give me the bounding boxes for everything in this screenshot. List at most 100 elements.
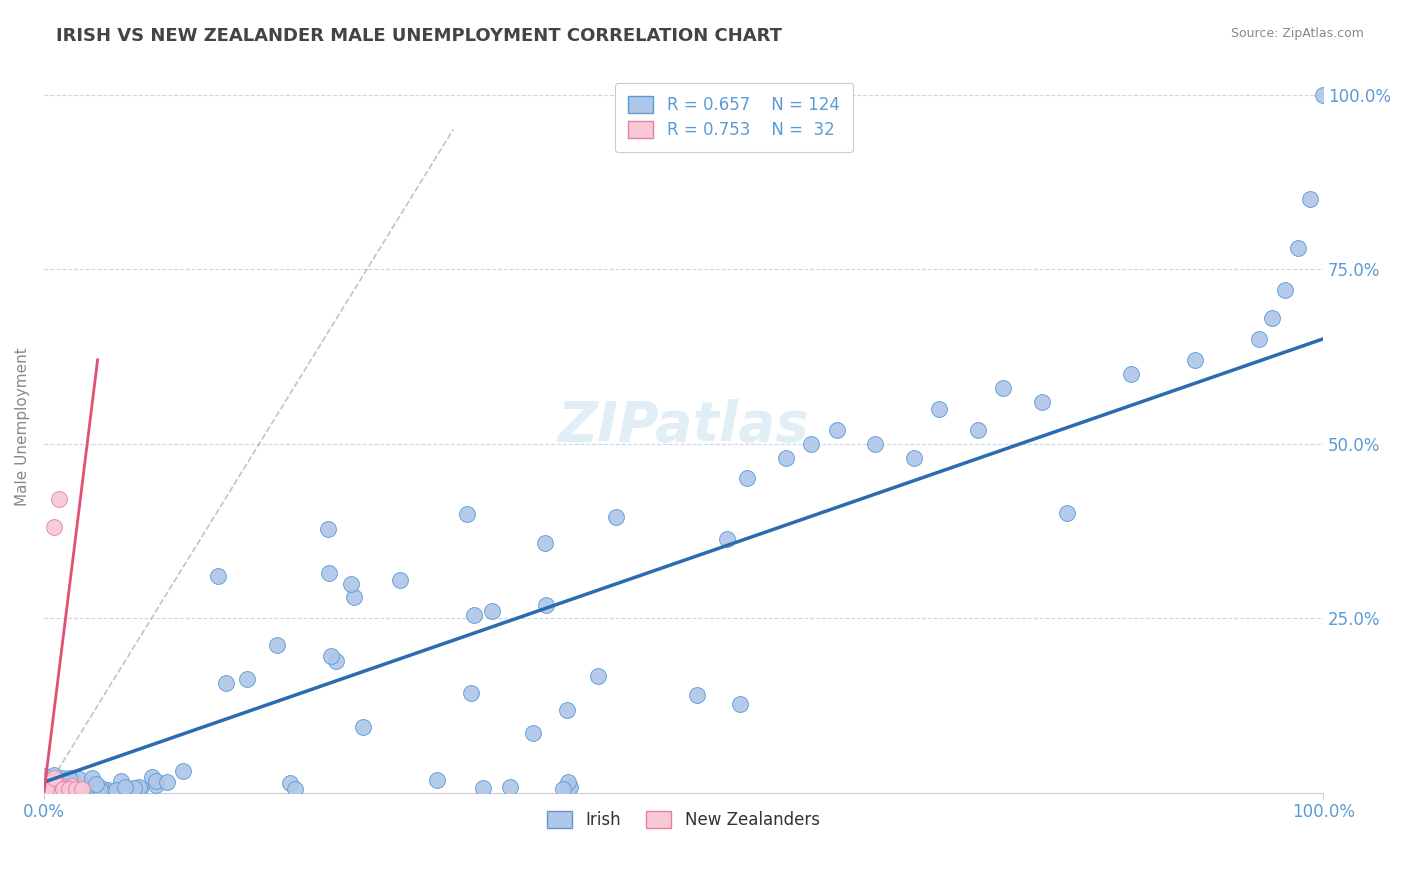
- Point: [1031, 394, 1053, 409]
- Point: [34, 781, 56, 796]
- Point: [67, 772, 90, 786]
- Point: [471, 781, 494, 796]
- Point: [605, 510, 627, 524]
- Point: [55, 782, 77, 797]
- Point: [44, 780, 66, 795]
- Point: [928, 401, 950, 416]
- Point: [65, 782, 87, 797]
- Text: IRISH VS NEW ZEALANDER MALE UNEMPLOYMENT CORRELATION CHART: IRISH VS NEW ZEALANDER MALE UNEMPLOYMENT…: [56, 27, 782, 45]
- Point: [266, 638, 288, 652]
- Point: [156, 775, 179, 789]
- Point: [45, 776, 67, 790]
- Point: [463, 608, 485, 623]
- Point: [129, 782, 152, 797]
- Point: [553, 782, 575, 797]
- Point: [35, 783, 58, 797]
- Point: [1312, 87, 1334, 102]
- Point: [284, 782, 307, 797]
- Point: [39, 783, 62, 797]
- Point: [557, 775, 579, 789]
- Point: [141, 770, 163, 784]
- Point: [35, 777, 58, 791]
- Point: [38, 778, 60, 792]
- Point: [72, 782, 94, 797]
- Point: [44, 767, 66, 781]
- Point: [58, 782, 80, 797]
- Point: [534, 598, 557, 612]
- Point: [460, 685, 482, 699]
- Point: [352, 720, 374, 734]
- Point: [145, 774, 167, 789]
- Point: [41, 782, 63, 797]
- Point: [38, 776, 60, 790]
- Point: [42, 772, 65, 786]
- Point: [1286, 241, 1309, 255]
- Point: [35, 783, 58, 797]
- Point: [38, 780, 60, 795]
- Point: [42, 520, 65, 534]
- Point: [42, 784, 65, 798]
- Point: [278, 776, 301, 790]
- Point: [48, 777, 70, 791]
- Point: [534, 536, 557, 550]
- Point: [37, 781, 59, 796]
- Point: [34, 783, 56, 797]
- Point: [388, 573, 411, 587]
- Point: [903, 450, 925, 465]
- Point: [63, 782, 86, 797]
- Point: [45, 774, 67, 789]
- Point: [49, 783, 72, 797]
- Point: [45, 780, 67, 794]
- Point: [1261, 310, 1284, 325]
- Point: [46, 781, 69, 796]
- Point: [39, 780, 62, 794]
- Point: [1299, 192, 1322, 206]
- Point: [39, 772, 62, 787]
- Point: [319, 648, 342, 663]
- Legend: Irish, New Zealanders: Irish, New Zealanders: [541, 804, 827, 836]
- Point: [865, 436, 887, 450]
- Point: [72, 783, 94, 797]
- Point: [62, 783, 84, 797]
- Point: [114, 780, 136, 795]
- Point: [48, 779, 70, 793]
- Point: [800, 436, 823, 450]
- Point: [37, 779, 59, 793]
- Point: [84, 777, 107, 791]
- Point: [82, 780, 104, 794]
- Point: [343, 590, 366, 604]
- Point: [1056, 507, 1078, 521]
- Point: [339, 576, 361, 591]
- Text: Source: ZipAtlas.com: Source: ZipAtlas.com: [1230, 27, 1364, 40]
- Point: [38, 784, 60, 798]
- Point: [56, 778, 79, 792]
- Point: [75, 783, 97, 797]
- Point: [44, 783, 66, 797]
- Point: [145, 778, 167, 792]
- Point: [37, 775, 59, 789]
- Point: [41, 783, 63, 797]
- Y-axis label: Male Unemployment: Male Unemployment: [15, 347, 30, 506]
- Point: [1121, 367, 1143, 381]
- Point: [38, 776, 60, 790]
- Point: [42, 778, 65, 792]
- Point: [34, 772, 56, 787]
- Point: [58, 781, 80, 796]
- Point: [44, 780, 66, 794]
- Point: [775, 450, 797, 465]
- Point: [122, 781, 145, 796]
- Point: [728, 697, 751, 711]
- Point: [1249, 332, 1271, 346]
- Point: [38, 780, 60, 794]
- Point: [1184, 352, 1206, 367]
- Point: [37, 783, 59, 797]
- Point: [35, 774, 58, 789]
- Point: [62, 774, 84, 789]
- Point: [499, 780, 522, 795]
- Point: [128, 780, 150, 794]
- Point: [34, 769, 56, 783]
- Point: [481, 604, 503, 618]
- Point: [41, 784, 63, 798]
- Point: [236, 673, 259, 687]
- Point: [38, 777, 60, 791]
